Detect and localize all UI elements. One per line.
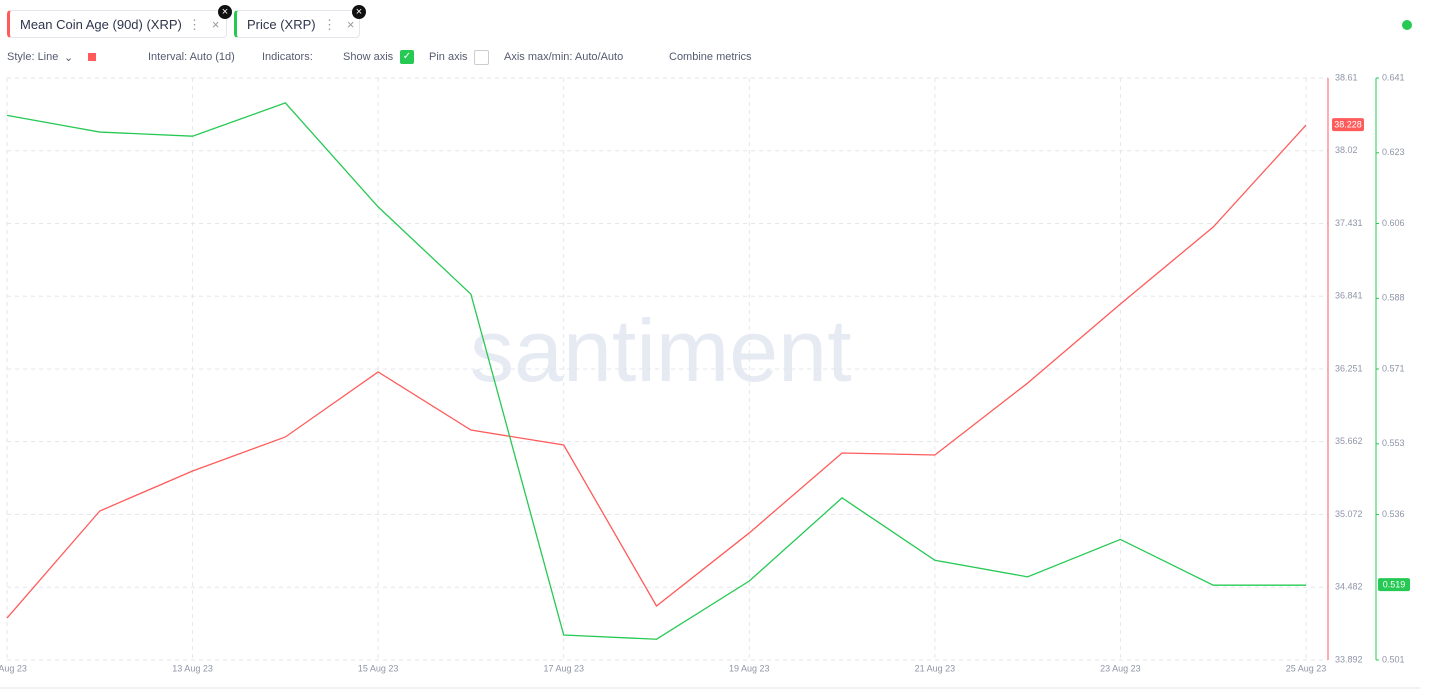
style-select[interactable]: Style: Line — [7, 51, 59, 63]
line — [6, 102, 1306, 640]
menu-icon[interactable]: ⋮ × — [323, 17, 355, 32]
pin-axis[interactable]: Pin axis — [429, 51, 468, 63]
interval-select[interactable]: Interval: Auto (1d) — [148, 51, 235, 63]
watermark: santiment — [470, 301, 852, 400]
x-tick-label: 17 Aug 23 — [543, 663, 584, 673]
y-tick-label: 37.431 — [1335, 218, 1363, 228]
x-tick-label: 21 Aug 23 — [915, 663, 956, 673]
indicators-select[interactable]: Indicators: — [262, 51, 313, 63]
y2-tick-label: 0.553 — [1382, 438, 1405, 448]
show-axis[interactable]: Show axis — [343, 51, 394, 63]
metric-tab[interactable]: Price (XRP) ⋮ × — [234, 10, 360, 38]
x-tick-label: 19 Aug 23 — [729, 663, 770, 673]
line — [6, 124, 1307, 619]
combine-button[interactable]: Combine metrics — [669, 51, 752, 63]
y-tick-label: 36.841 — [1335, 291, 1363, 301]
y-tick-label: 35.072 — [1335, 509, 1363, 519]
y2-tick-label: 0.588 — [1382, 293, 1405, 303]
y-tick-label: 33.892 — [1335, 654, 1363, 664]
y-tick-label: 34.482 — [1335, 582, 1363, 592]
value-label: 38.228 — [1334, 119, 1362, 129]
y2-tick-label: 0.501 — [1382, 654, 1405, 664]
checkbox[interactable]: ✓ — [400, 50, 414, 64]
tab-label: Price (XRP) — [247, 17, 316, 32]
y2-tick-label: 0.641 — [1382, 72, 1405, 82]
x-tick-label: 25 Aug 23 — [1286, 663, 1327, 673]
y-tick-label: 35.662 — [1335, 436, 1363, 446]
y-tick-label: 38.02 — [1335, 145, 1358, 155]
x-tick-label: 13 Aug 23 — [172, 663, 213, 673]
x-tick-label: 15 Aug 23 — [358, 663, 399, 673]
y-tick-label: 36.251 — [1335, 363, 1363, 373]
menu-icon[interactable]: ⋮ × — [188, 17, 220, 32]
metric-tab[interactable]: Mean Coin Age (90d) (XRP) ⋮ × — [7, 10, 227, 38]
value-badge — [1378, 578, 1410, 592]
x-tick-label: 11 Aug 23 — [0, 663, 27, 673]
value-label: 0.519 — [1383, 580, 1406, 590]
value-badge — [1332, 118, 1364, 132]
y2-tick-label: 0.571 — [1382, 363, 1405, 373]
axis-select[interactable]: Axis max/min: Auto/Auto — [504, 51, 624, 63]
remove-button[interactable]: × — [352, 5, 366, 19]
y2-tick-label: 0.623 — [1382, 147, 1405, 157]
y2-tick-label: 0.536 — [1382, 509, 1405, 519]
y-tick-label: 38.61 — [1335, 72, 1358, 82]
x-tick-label: 23 Aug 23 — [1100, 663, 1141, 673]
remove-button[interactable]: × — [218, 5, 232, 19]
color-picker[interactable] — [88, 53, 96, 61]
y2-tick-label: 0.606 — [1382, 218, 1405, 228]
tab-label: Mean Coin Age (90d) (XRP) — [20, 17, 182, 32]
caret: ⌄ — [64, 52, 74, 64]
checkbox[interactable] — [474, 50, 489, 65]
status-dot — [1402, 20, 1412, 30]
